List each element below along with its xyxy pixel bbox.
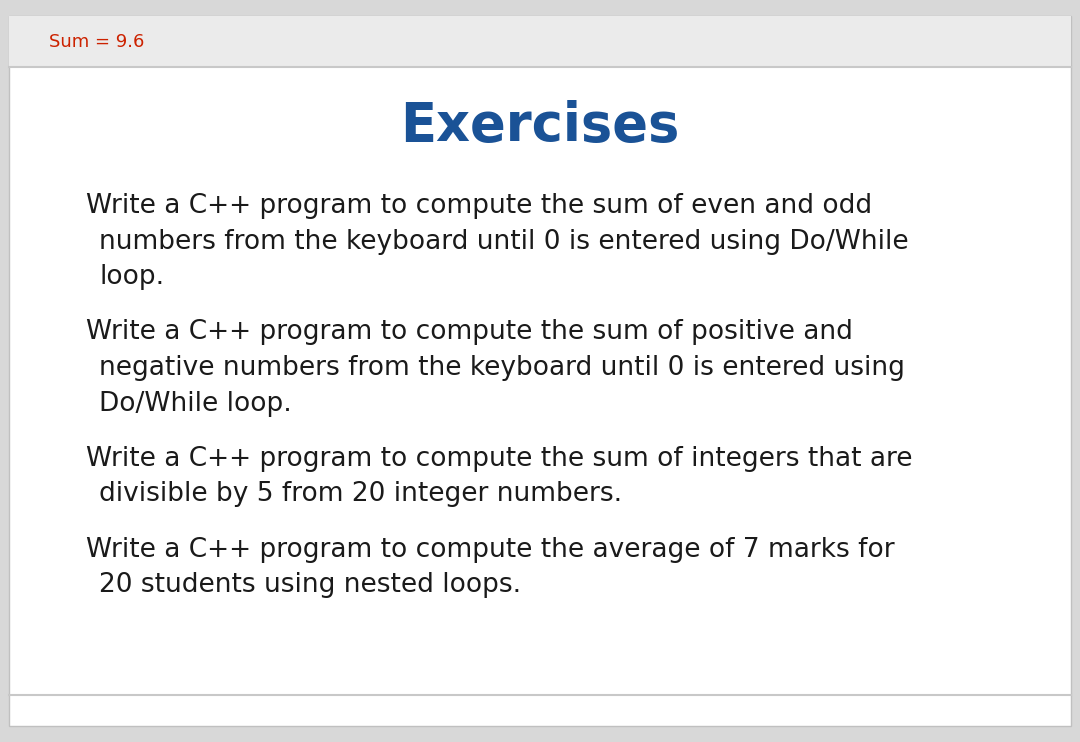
Text: loop.: loop. [99,264,164,290]
FancyArrowPatch shape [170,349,174,354]
FancyArrowPatch shape [170,252,174,256]
Text: Write a C++ program to compute the average of 7 marks for: Write a C++ program to compute the avera… [86,536,895,562]
Text: Write a C++ program to compute the sum of even and odd: Write a C++ program to compute the sum o… [86,193,873,219]
Text: Sum = 9.6: Sum = 9.6 [49,33,144,50]
Circle shape [171,239,189,252]
Circle shape [171,503,189,516]
Text: numbers from the keyboard until 0 is entered using Do/While: numbers from the keyboard until 0 is ent… [99,229,909,255]
Text: Do/While loop.: Do/While loop. [99,390,292,417]
FancyArrowPatch shape [170,516,174,521]
Text: 20 students using nested loops.: 20 students using nested loops. [99,572,522,598]
Text: divisible by 5 from 20 integer numbers.: divisible by 5 from 20 integer numbers. [99,482,622,508]
Circle shape [171,336,189,349]
Circle shape [171,433,189,446]
FancyArrowPatch shape [170,446,174,451]
Text: Write a C++ program to compute the sum of positive and: Write a C++ program to compute the sum o… [86,319,853,345]
Text: Write a C++ program to compute the sum of integers that are: Write a C++ program to compute the sum o… [86,446,913,472]
Text: Exercises: Exercises [401,100,679,152]
Text: negative numbers from the keyboard until 0 is entered using: negative numbers from the keyboard until… [99,355,905,381]
